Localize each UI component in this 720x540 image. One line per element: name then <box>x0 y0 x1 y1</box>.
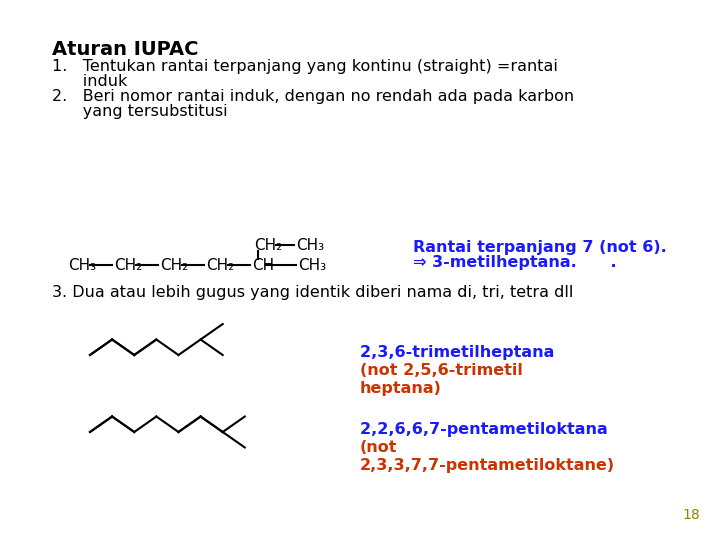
Text: 2.   Beri nomor rantai induk, dengan no rendah ada pada karbon: 2. Beri nomor rantai induk, dengan no re… <box>52 89 574 104</box>
Text: (not 2,5,6-trimetil: (not 2,5,6-trimetil <box>360 363 523 378</box>
Text: CH: CH <box>252 258 274 273</box>
Text: Aturan IUPAC: Aturan IUPAC <box>52 40 199 59</box>
Text: CH₂: CH₂ <box>160 258 188 273</box>
Text: CH₂: CH₂ <box>114 258 143 273</box>
Text: CH₃: CH₃ <box>68 258 96 273</box>
Text: 2,3,6-trimetilheptana: 2,3,6-trimetilheptana <box>360 345 560 360</box>
Text: ⇒ 3-metilheptana.      .: ⇒ 3-metilheptana. . <box>413 255 616 270</box>
Text: CH₂: CH₂ <box>206 258 234 273</box>
Text: CH₃: CH₃ <box>296 238 324 253</box>
Text: (not: (not <box>360 440 397 455</box>
Text: 3. Dua atau lebih gugus yang identik diberi nama di, tri, tetra dll: 3. Dua atau lebih gugus yang identik dib… <box>52 285 573 300</box>
Text: Rantai terpanjang 7 (not 6).: Rantai terpanjang 7 (not 6). <box>413 240 667 255</box>
Text: 2,3,3,7,7-pentametiloktane): 2,3,3,7,7-pentametiloktane) <box>360 458 615 473</box>
Text: induk: induk <box>52 74 127 89</box>
Text: 18: 18 <box>683 508 700 522</box>
Text: CH₂: CH₂ <box>254 238 282 253</box>
Text: 2,2,6,6,7-pentametiloktana: 2,2,6,6,7-pentametiloktana <box>360 422 613 437</box>
Text: CH₃: CH₃ <box>298 258 326 273</box>
Text: 1.   Tentukan rantai terpanjang yang kontinu (straight) =rantai: 1. Tentukan rantai terpanjang yang konti… <box>52 59 558 74</box>
Text: yang tersubstitusi: yang tersubstitusi <box>52 104 228 119</box>
Text: heptana): heptana) <box>360 381 442 396</box>
